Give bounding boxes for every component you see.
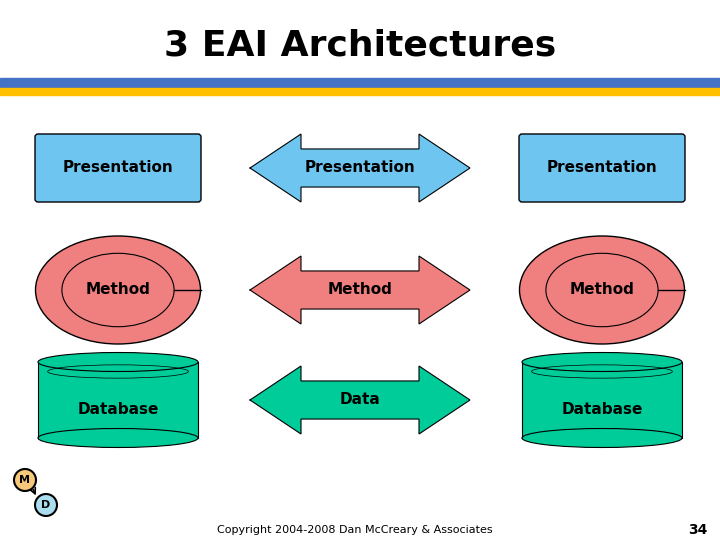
Ellipse shape bbox=[520, 236, 685, 344]
Text: Method: Method bbox=[328, 282, 392, 298]
FancyBboxPatch shape bbox=[519, 134, 685, 202]
Polygon shape bbox=[250, 366, 470, 434]
Circle shape bbox=[35, 494, 57, 516]
Bar bbox=[0, 78, 720, 88]
Polygon shape bbox=[250, 256, 470, 324]
Text: Method: Method bbox=[570, 282, 634, 298]
Text: Database: Database bbox=[562, 402, 643, 417]
Ellipse shape bbox=[38, 429, 198, 448]
Text: Database: Database bbox=[77, 402, 158, 417]
Ellipse shape bbox=[35, 236, 200, 344]
Ellipse shape bbox=[546, 253, 658, 327]
Text: Method: Method bbox=[86, 282, 150, 298]
Text: Presentation: Presentation bbox=[305, 160, 415, 176]
Ellipse shape bbox=[522, 429, 682, 448]
Ellipse shape bbox=[62, 253, 174, 327]
Text: D: D bbox=[41, 500, 50, 510]
Circle shape bbox=[14, 469, 36, 491]
Text: Data: Data bbox=[340, 393, 380, 408]
Text: Presentation: Presentation bbox=[63, 160, 174, 176]
Text: 34: 34 bbox=[688, 523, 708, 537]
Bar bbox=[38, 362, 198, 438]
Text: 3 EAI Architectures: 3 EAI Architectures bbox=[164, 28, 556, 62]
Text: M: M bbox=[19, 475, 30, 485]
Text: Copyright 2004-2008 Dan McCreary & Associates: Copyright 2004-2008 Dan McCreary & Assoc… bbox=[217, 525, 492, 535]
Polygon shape bbox=[250, 134, 470, 202]
FancyBboxPatch shape bbox=[35, 134, 201, 202]
Text: Presentation: Presentation bbox=[546, 160, 657, 176]
Bar bbox=[0, 88, 720, 95]
Bar bbox=[522, 362, 682, 438]
Ellipse shape bbox=[38, 353, 198, 372]
Ellipse shape bbox=[522, 353, 682, 372]
